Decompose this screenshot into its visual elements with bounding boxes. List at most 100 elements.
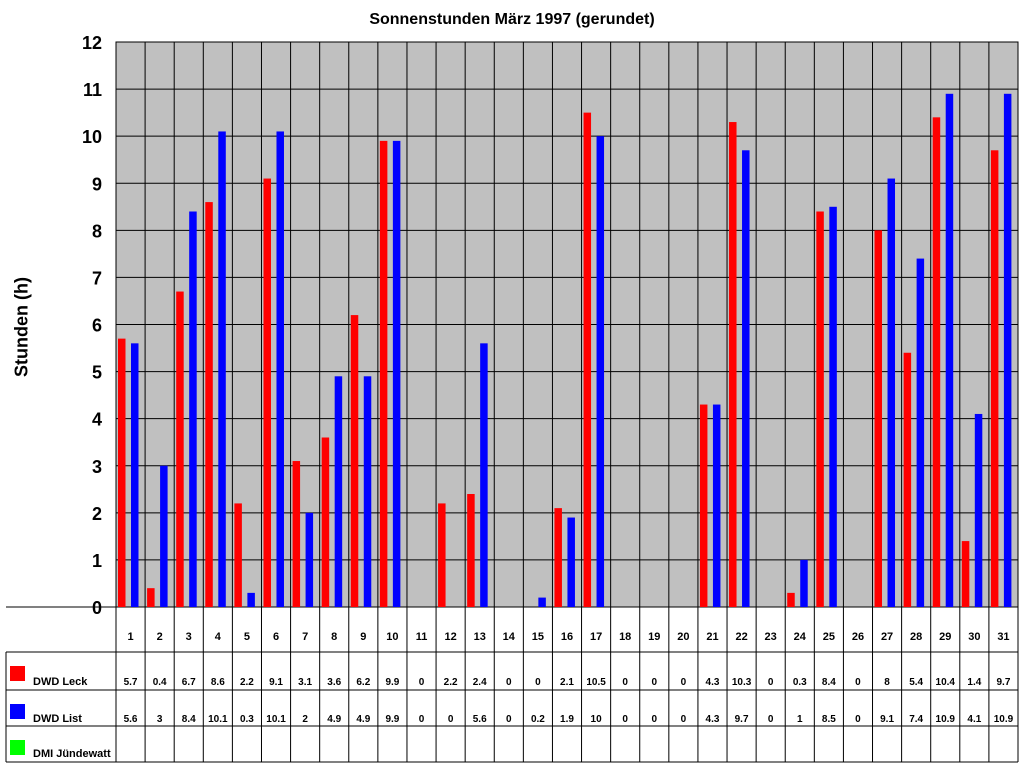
- x-tick-label: 21: [706, 631, 718, 643]
- table-cell-value: 2.2: [444, 677, 458, 688]
- table-cell-value: 0.2: [531, 714, 545, 725]
- table-cell-value: 0: [652, 677, 658, 688]
- table-cell-value: 10.5: [586, 677, 606, 688]
- x-tick-label: 14: [503, 631, 516, 643]
- bar-dwd-leck: [583, 112, 592, 607]
- table-cell-value: 1: [797, 714, 803, 725]
- table-cell-value: 4.3: [706, 714, 720, 725]
- table-cell-value: 5.6: [473, 714, 487, 725]
- bar-dwd-list: [712, 404, 721, 607]
- x-tick-label: 2: [157, 631, 163, 643]
- bar-dwd-list: [538, 597, 546, 607]
- bar-dwd-leck: [932, 117, 941, 607]
- x-tick-label: 12: [444, 631, 456, 643]
- bar-dwd-list: [945, 93, 954, 607]
- bar-dwd-leck: [816, 211, 824, 607]
- table-cell-value: 0: [622, 677, 628, 688]
- y-tick-label: 7: [92, 268, 102, 288]
- table-cell-value: 3: [157, 714, 163, 725]
- table-cell-value: 0: [768, 714, 774, 725]
- y-tick-label: 4: [92, 410, 102, 430]
- x-tick-label: 4: [215, 631, 222, 643]
- y-tick-label: 10: [82, 127, 102, 147]
- table-cell-value: 0: [448, 714, 454, 725]
- x-tick-label: 24: [794, 631, 807, 643]
- bar-dwd-list: [742, 150, 750, 607]
- x-tick-label: 16: [561, 631, 573, 643]
- table-cell-value: 0: [681, 714, 687, 725]
- table-cell-value: 8.4: [182, 714, 196, 725]
- table-cell-value: 0: [506, 677, 512, 688]
- table-cell-value: 0: [855, 714, 861, 725]
- table-cell-value: 5.7: [124, 677, 138, 688]
- x-tick-label: 22: [735, 631, 747, 643]
- x-tick-label: 19: [648, 631, 660, 643]
- bar-dwd-leck: [292, 461, 301, 607]
- x-tick-label: 20: [677, 631, 689, 643]
- table-cell-value: 10.3: [732, 677, 752, 688]
- table-cell-value: 3.6: [327, 677, 341, 688]
- table-cell-value: 0.3: [793, 677, 807, 688]
- table-cell-value: 6.7: [182, 677, 196, 688]
- bar-dwd-list: [596, 136, 605, 607]
- table-cell-value: 10: [591, 714, 603, 725]
- bar-dwd-list: [363, 376, 372, 607]
- table-cell-value: 1.4: [967, 677, 981, 688]
- bar-dwd-leck: [118, 338, 126, 607]
- x-tick-label: 9: [360, 631, 366, 643]
- bar-dwd-leck: [874, 230, 883, 608]
- x-tick-label: 28: [910, 631, 922, 643]
- table-cell-value: 4.9: [356, 714, 370, 725]
- x-tick-label: 11: [416, 631, 428, 643]
- y-tick-label: 1: [92, 551, 102, 571]
- x-tick-label: 18: [619, 631, 631, 643]
- table-cell-value: 5.6: [124, 714, 138, 725]
- bar-dwd-list: [334, 376, 343, 607]
- table-cell-value: 0: [768, 677, 774, 688]
- table-cell-value: 7.4: [909, 714, 923, 725]
- y-tick-label: 6: [92, 316, 102, 336]
- table-cell-value: 4.9: [327, 714, 341, 725]
- chart-title: Sonnenstunden März 1997 (gerundet): [369, 11, 655, 28]
- y-tick-label: 5: [92, 363, 102, 383]
- bar-dwd-list: [1003, 93, 1012, 607]
- x-tick-label: 8: [331, 631, 337, 643]
- table-cell-value: 10.1: [208, 714, 228, 725]
- y-tick-label: 2: [92, 504, 102, 524]
- x-tick-label: 29: [939, 631, 951, 643]
- x-tick-label: 25: [823, 631, 835, 643]
- bar-dwd-list: [480, 343, 488, 607]
- y-tick-label: 8: [92, 221, 102, 241]
- bar-dwd-leck: [379, 140, 388, 607]
- table-cell-value: 3.1: [298, 677, 312, 688]
- bar-dwd-leck: [787, 592, 795, 607]
- x-tick-label: 31: [997, 631, 1009, 643]
- table-cell-value: 9.9: [385, 677, 399, 688]
- table-cell-value: 9.7: [996, 677, 1010, 688]
- table-cell-value: 1.9: [560, 714, 574, 725]
- table-cell-value: 6.2: [356, 677, 370, 688]
- bar-dwd-leck: [729, 122, 737, 608]
- y-tick-label: 0: [92, 598, 102, 618]
- table-cell-value: 9.1: [880, 714, 894, 725]
- legend-label: DWD List: [33, 713, 82, 725]
- x-tick-label: 3: [186, 631, 192, 643]
- bar-dwd-leck: [234, 503, 242, 607]
- table-cell-value: 10.1: [266, 714, 286, 725]
- table-cell-value: 9.9: [385, 714, 399, 725]
- bar-dwd-list: [887, 178, 896, 607]
- table-cell-value: 0: [535, 677, 541, 688]
- table-cell-value: 0.4: [153, 677, 167, 688]
- bar-dwd-leck: [321, 437, 330, 607]
- x-tick-label: 15: [532, 631, 544, 643]
- table-cell-value: 0: [681, 677, 687, 688]
- bar-dwd-leck: [554, 508, 562, 607]
- bar-dwd-leck: [699, 404, 708, 607]
- table-cell-value: 9.1: [269, 677, 283, 688]
- table-cell-value: 10.9: [994, 714, 1014, 725]
- legend-label: DMI Jündewatt: [33, 748, 111, 760]
- x-tick-label: 7: [302, 631, 308, 643]
- y-tick-label: 9: [92, 174, 102, 194]
- bar-dwd-leck: [263, 178, 271, 607]
